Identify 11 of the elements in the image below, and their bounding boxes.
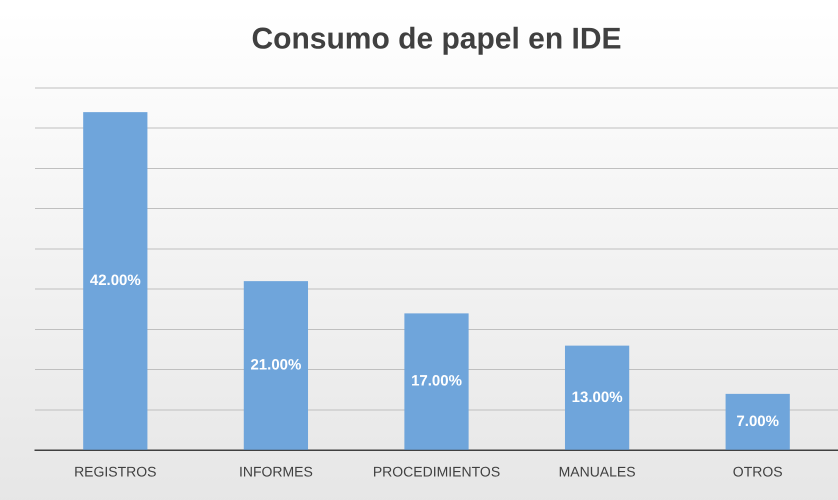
chart-title: Consumo de papel en IDE bbox=[251, 22, 622, 56]
x-tick-label: MANUALES bbox=[558, 463, 636, 480]
x-tick-label: OTROS bbox=[732, 463, 783, 480]
data-label: 13.00% bbox=[572, 388, 623, 406]
x-tick-label: PROCEDIMIENTOS bbox=[372, 463, 500, 480]
data-label: 7.00% bbox=[736, 412, 779, 430]
data-label: 21.00% bbox=[250, 356, 302, 374]
x-tick-label: INFORMES bbox=[238, 463, 313, 480]
data-label: 42.00% bbox=[90, 272, 141, 290]
x-tick-label: REGISTROS bbox=[74, 463, 157, 480]
data-label: 17.00% bbox=[411, 372, 462, 390]
